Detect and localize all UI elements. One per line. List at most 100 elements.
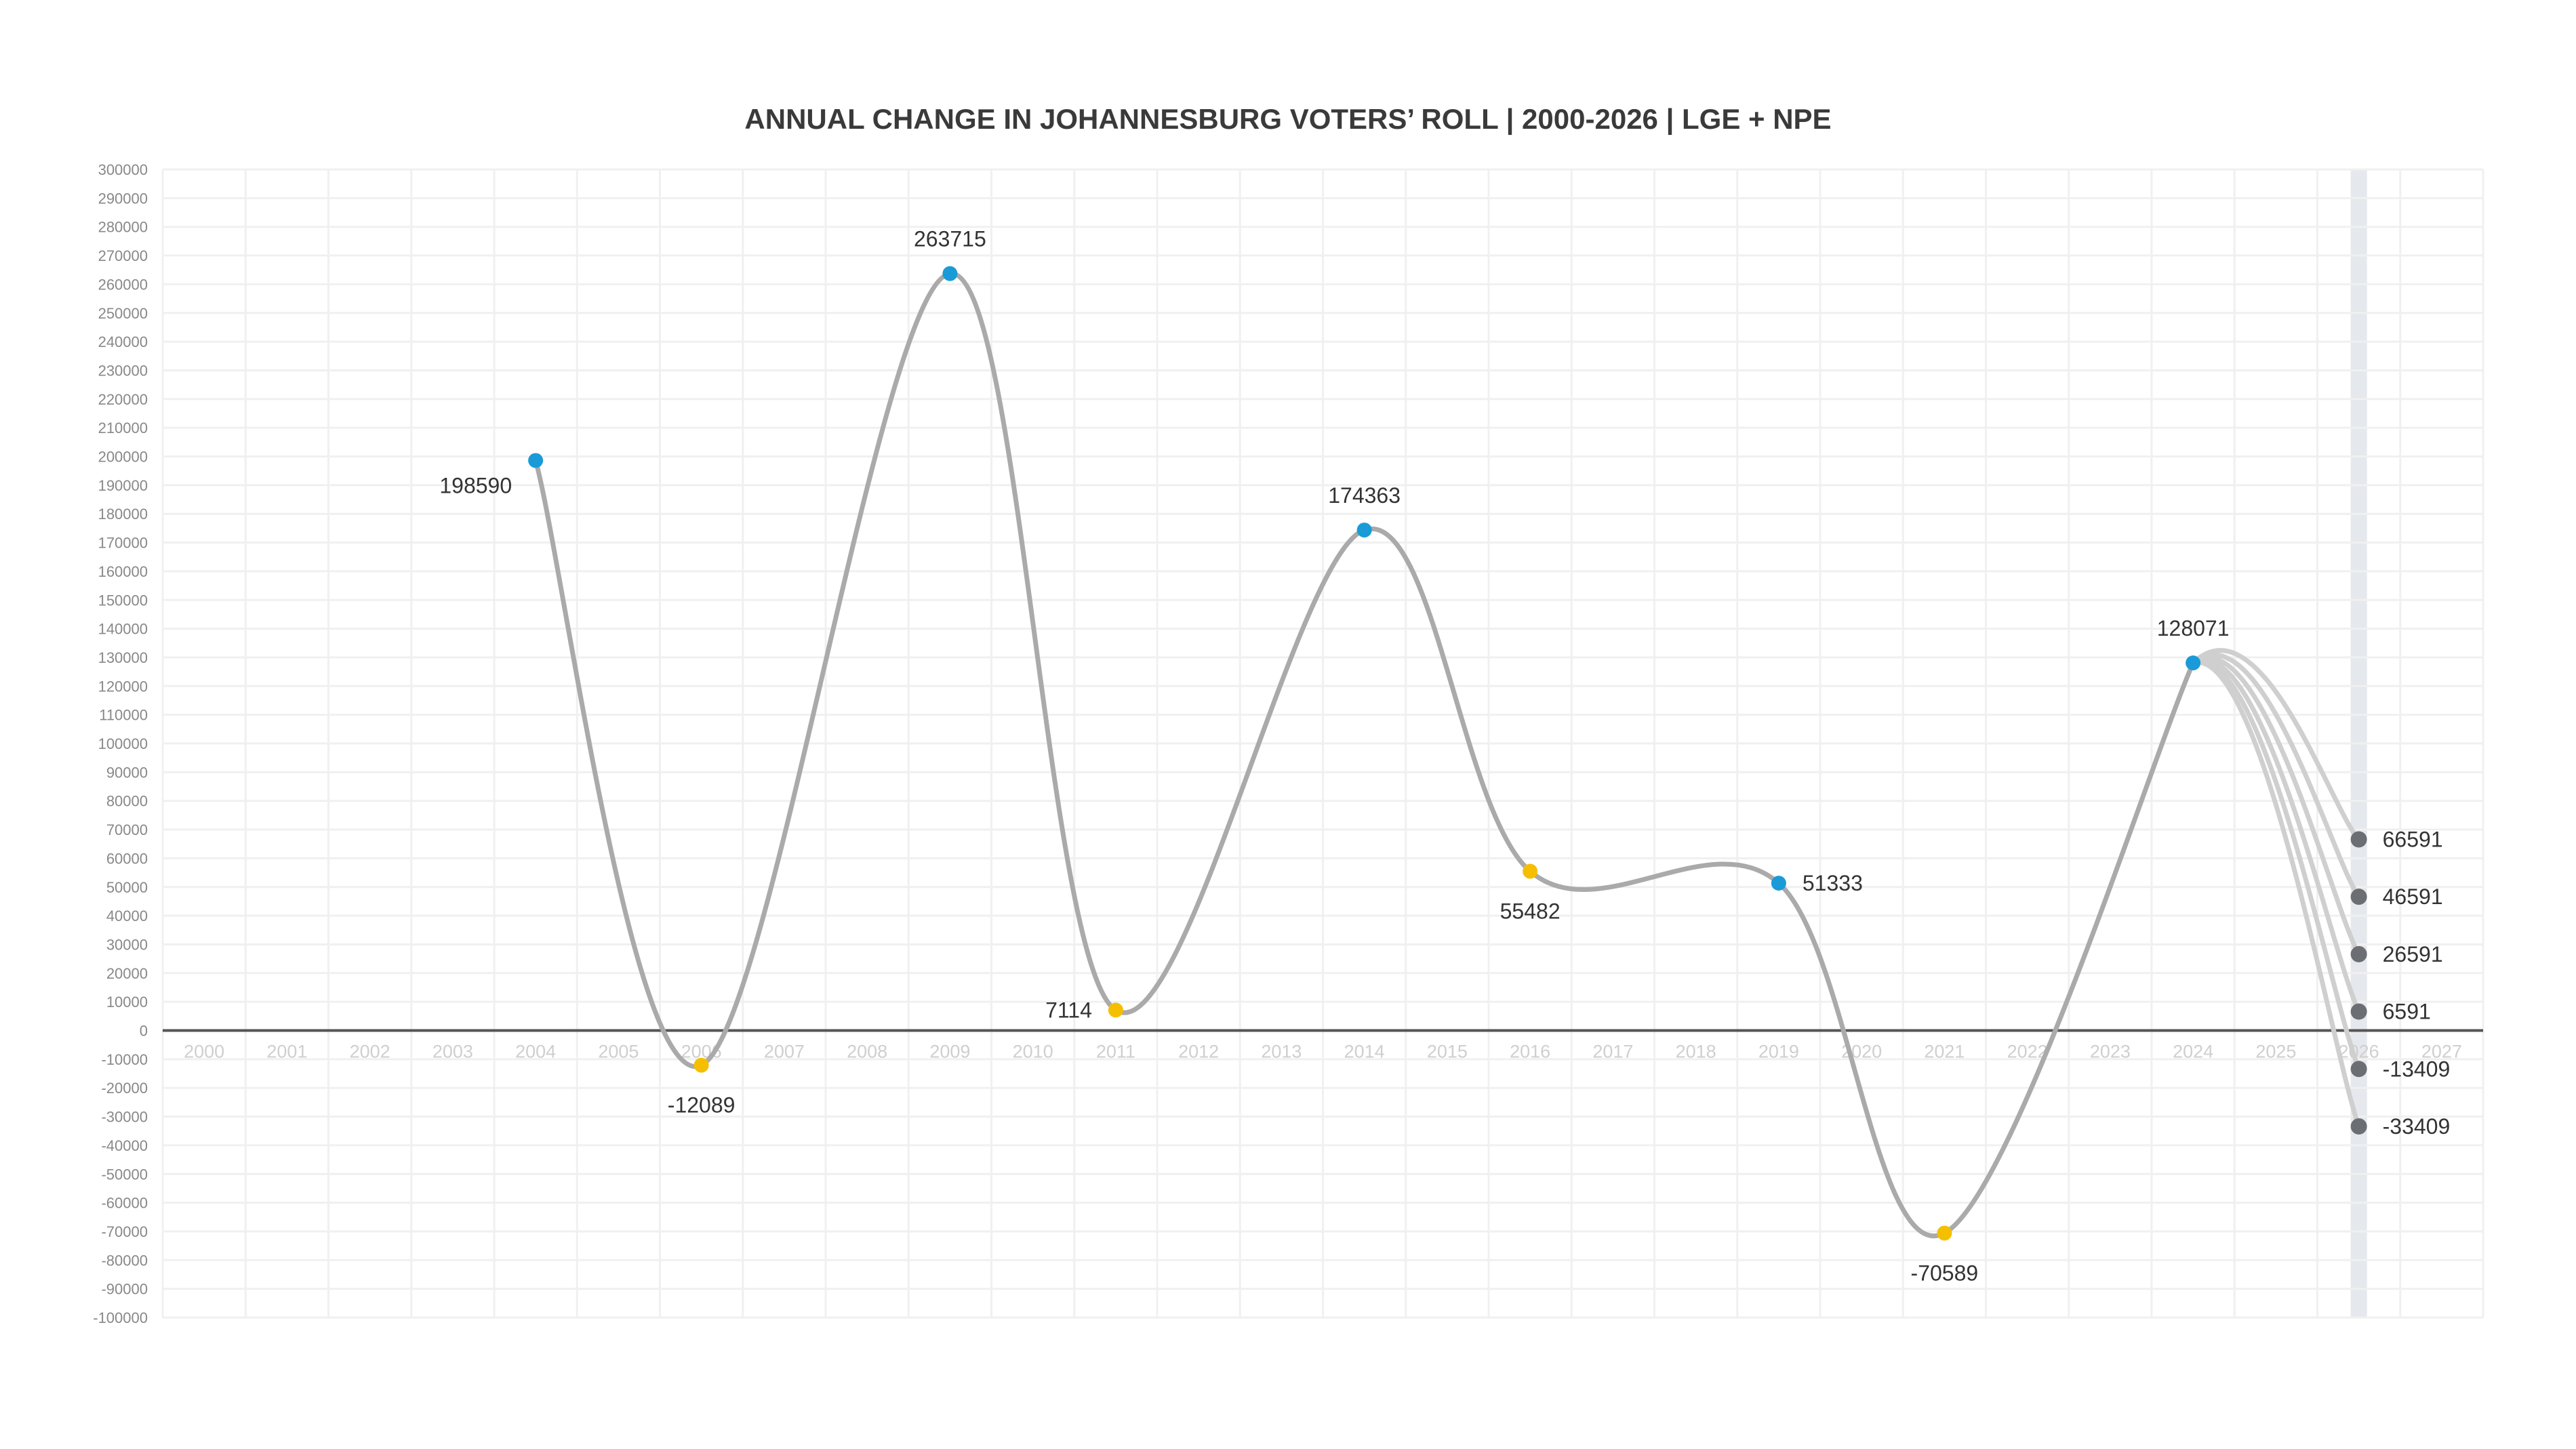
x-tick-label: 2022 [2007, 1042, 2048, 1062]
x-tick-label: 2010 [1013, 1042, 1053, 1062]
y-tick-label: 10000 [106, 994, 148, 1011]
x-tick-label: 2002 [350, 1042, 390, 1062]
point-2006 [693, 1057, 709, 1073]
series-lines [533, 271, 2362, 1238]
x-tick-label: 2023 [2090, 1042, 2131, 1062]
y-tick-label: 90000 [106, 764, 148, 781]
y-tick-label: 80000 [106, 793, 148, 810]
x-tick-label: 2017 [1592, 1042, 1633, 1062]
x-tick-label: 2019 [1758, 1042, 1799, 1062]
y-tick-label: 200000 [98, 449, 148, 466]
x-tick-label: 2013 [1261, 1042, 1302, 1062]
x-tick-label: 2016 [1510, 1042, 1550, 1062]
data-label-2026-scenario: 26591 [2383, 942, 2443, 966]
point-2004 [528, 453, 544, 468]
data-label-2011: 7114 [1045, 998, 1092, 1022]
x-tick-label: 2005 [598, 1042, 639, 1062]
y-tick-label: 100000 [98, 735, 148, 752]
chart-title: ANNUAL CHANGE IN JOHANNESBURG VOTERS’ RO… [744, 103, 1831, 136]
x-tick-label: 2009 [929, 1042, 970, 1062]
data-label-2004: 198590 [439, 473, 512, 497]
y-tick-label: 130000 [98, 649, 148, 666]
point-2026-scenario [2350, 831, 2367, 848]
data-label-2026-scenario: -13409 [2383, 1057, 2451, 1081]
x-tick-label: 2000 [184, 1042, 224, 1062]
y-tick-label: 230000 [98, 362, 148, 379]
data-label-2016: 55482 [1500, 899, 1561, 924]
x-axis: 2000 2001 2002 2003 2004 2005 2006 2007 2008 2009… [184, 1042, 2462, 1062]
projection-line [2190, 653, 2362, 899]
projection-line [2190, 659, 2362, 1072]
data-label-2024: 128071 [2157, 616, 2230, 640]
y-tick-label: 170000 [98, 535, 148, 552]
y-tick-label: 160000 [98, 563, 148, 580]
x-tick-label: 2027 [2421, 1042, 2462, 1062]
y-tick-label: -70000 [101, 1223, 148, 1240]
y-tick-label: 140000 [98, 621, 148, 638]
point-2024 [2186, 655, 2201, 671]
x-tick-label: 2015 [1427, 1042, 1468, 1062]
y-tick-label: 210000 [98, 420, 148, 436]
point-2016 [1523, 863, 1538, 879]
data-label-2026-scenario: 46591 [2383, 884, 2443, 909]
y-tick-label: 70000 [106, 821, 148, 838]
x-tick-label: 2024 [2173, 1042, 2213, 1062]
projection-line [2190, 657, 2362, 1015]
x-tick-label: 2021 [1924, 1042, 1965, 1062]
data-label-2026-scenario: 66591 [2383, 827, 2443, 851]
point-2019 [1771, 876, 1786, 891]
y-tick-label: 150000 [98, 592, 148, 609]
y-tick-label: -30000 [101, 1109, 148, 1126]
data-label-2009: 263715 [914, 227, 986, 251]
y-tick-label: -80000 [101, 1252, 148, 1269]
grid [161, 168, 2484, 1319]
y-tick-label: 190000 [98, 477, 148, 494]
y-tick-label: 0 [140, 1023, 148, 1040]
y-tick-label: 120000 [98, 678, 148, 695]
data-label-2021: -70589 [1911, 1261, 1979, 1285]
point-2014 [1356, 523, 1372, 538]
y-tick-label: 180000 [98, 506, 148, 523]
projection-line [2190, 660, 2362, 1129]
x-tick-label: 2003 [432, 1042, 473, 1062]
y-tick-label: -90000 [101, 1281, 148, 1298]
y-tick-label: 50000 [106, 879, 148, 896]
point-2009 [942, 266, 958, 281]
x-tick-label: 2011 [1096, 1042, 1135, 1062]
y-tick-label: 280000 [98, 219, 148, 236]
x-tick-label: 2004 [515, 1042, 556, 1062]
x-tick-label: 2014 [1344, 1042, 1385, 1062]
y-tick-label: 40000 [106, 907, 148, 924]
projection-line [2190, 655, 2362, 957]
y-tick-label: 220000 [98, 391, 148, 408]
series-line-annual-change [533, 271, 2196, 1238]
y-tick-label: 240000 [98, 333, 148, 350]
y-tick-label: 290000 [98, 190, 148, 207]
x-tick-label: 2008 [847, 1042, 887, 1062]
x-tick-label: 2007 [764, 1042, 805, 1062]
point-2026-scenario [2350, 945, 2367, 962]
y-tick-label: -50000 [101, 1166, 148, 1183]
y-tick-label: 260000 [98, 276, 148, 293]
data-labels: 198590 -12089 263715 7114 174363 55482 51333 -7… [439, 227, 2450, 1286]
x-tick-label: 2018 [1676, 1042, 1716, 1062]
y-tick-label: 270000 [98, 247, 148, 264]
y-tick-label: -20000 [101, 1080, 148, 1097]
y-tick-label: -60000 [101, 1195, 148, 1212]
y-tick-label: 30000 [106, 936, 148, 953]
x-tick-label: 2025 [2255, 1042, 2296, 1062]
data-label-2026-scenario: -33409 [2383, 1114, 2451, 1139]
point-2011 [1108, 1002, 1123, 1018]
point-2026-scenario [2350, 889, 2367, 905]
y-tick-label: -40000 [101, 1137, 148, 1154]
y-tick-label: 20000 [106, 965, 148, 982]
y-tick-label: 300000 [98, 161, 148, 178]
point-2026-scenario [2350, 1003, 2367, 1020]
x-tick-label: 2001 [266, 1042, 307, 1062]
y-tick-label: 60000 [106, 850, 148, 867]
data-label-2019: 51333 [1803, 871, 1863, 895]
y-tick-label: 250000 [98, 305, 148, 322]
data-label-2006: -12089 [668, 1093, 736, 1118]
point-2026-scenario [2350, 1118, 2367, 1135]
